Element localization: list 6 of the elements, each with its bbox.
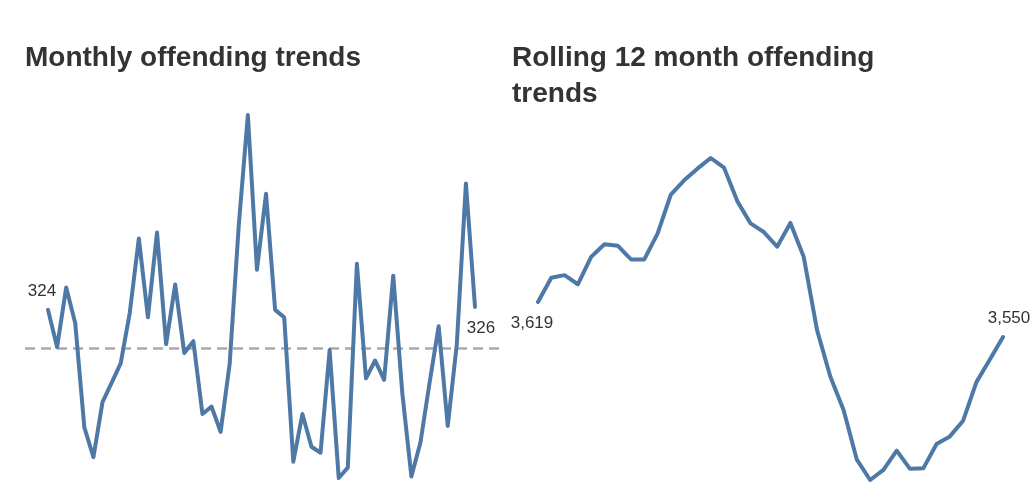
- data-label: 324: [27, 280, 57, 300]
- data-label: 3,619: [510, 313, 554, 333]
- chart-title: Monthly offending trends: [25, 41, 361, 72]
- data-label: 326: [466, 317, 496, 337]
- chart-title: Rolling 12 month offending trends: [512, 41, 875, 108]
- data-label: 3,550: [987, 308, 1031, 327]
